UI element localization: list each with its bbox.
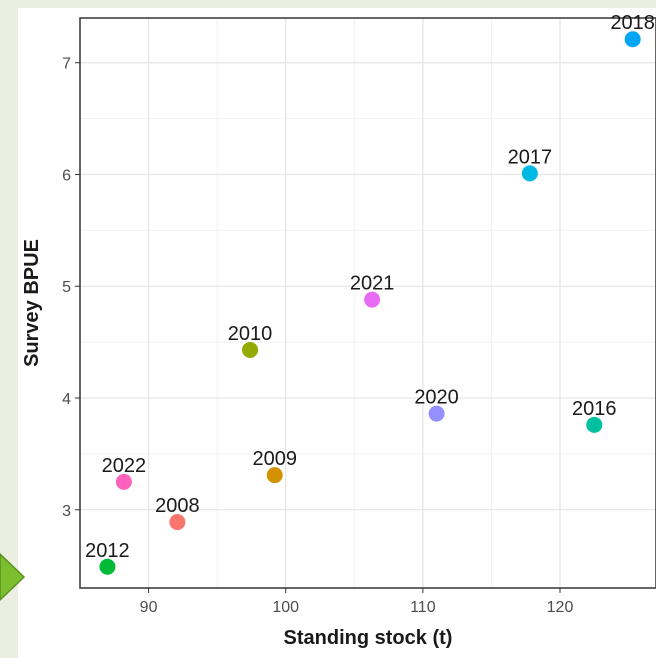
data-label-2022: 2022 (102, 455, 147, 477)
x-tick-label: 100 (272, 599, 299, 616)
grid (80, 18, 656, 588)
data-point-2021 (364, 291, 381, 308)
data-label-2009: 2009 (252, 448, 297, 470)
data-point-2009 (266, 467, 283, 484)
data-label-2017: 2017 (508, 146, 553, 168)
data-point-2016 (586, 416, 603, 433)
data-label-2010: 2010 (228, 323, 273, 345)
y-axis: 3 4 5 6 7 (62, 56, 80, 520)
data-point-2022 (115, 473, 132, 490)
x-axis-title: Standing stock (t) (284, 627, 453, 649)
data-point-2008 (169, 514, 186, 531)
y-tick-label: 6 (62, 167, 71, 184)
y-tick-label: 5 (62, 279, 71, 296)
data-label-2012: 2012 (85, 540, 130, 562)
plot-border (79, 17, 656, 589)
y-axis-title: Survey BPUE (21, 239, 43, 367)
x-tick-label: 110 (410, 599, 436, 616)
data-point-2020 (428, 405, 445, 422)
data-point-2018 (624, 31, 641, 48)
data-label-2008: 2008 (155, 495, 200, 517)
data-label-2018: 2018 (610, 12, 655, 34)
x-axis: 90 100 110 120 (140, 588, 574, 616)
data-point-2017 (521, 165, 538, 182)
slide-arrow-icon (0, 552, 26, 602)
y-tick-label: 3 (62, 503, 71, 520)
data-point-2012 (99, 558, 116, 575)
data-point-2010 (242, 341, 259, 358)
x-tick-label: 90 (140, 599, 158, 616)
x-tick-label: 120 (547, 599, 574, 616)
y-tick-label: 4 (62, 391, 71, 408)
data-label-2020: 2020 (414, 387, 459, 409)
data-label-2016: 2016 (572, 398, 617, 420)
data-label-2021: 2021 (350, 273, 395, 295)
data-points: 2008 2009 2010 2012 2016 2017 2018 2020 2021 2022 (85, 12, 655, 575)
y-tick-label: 7 (62, 56, 71, 73)
